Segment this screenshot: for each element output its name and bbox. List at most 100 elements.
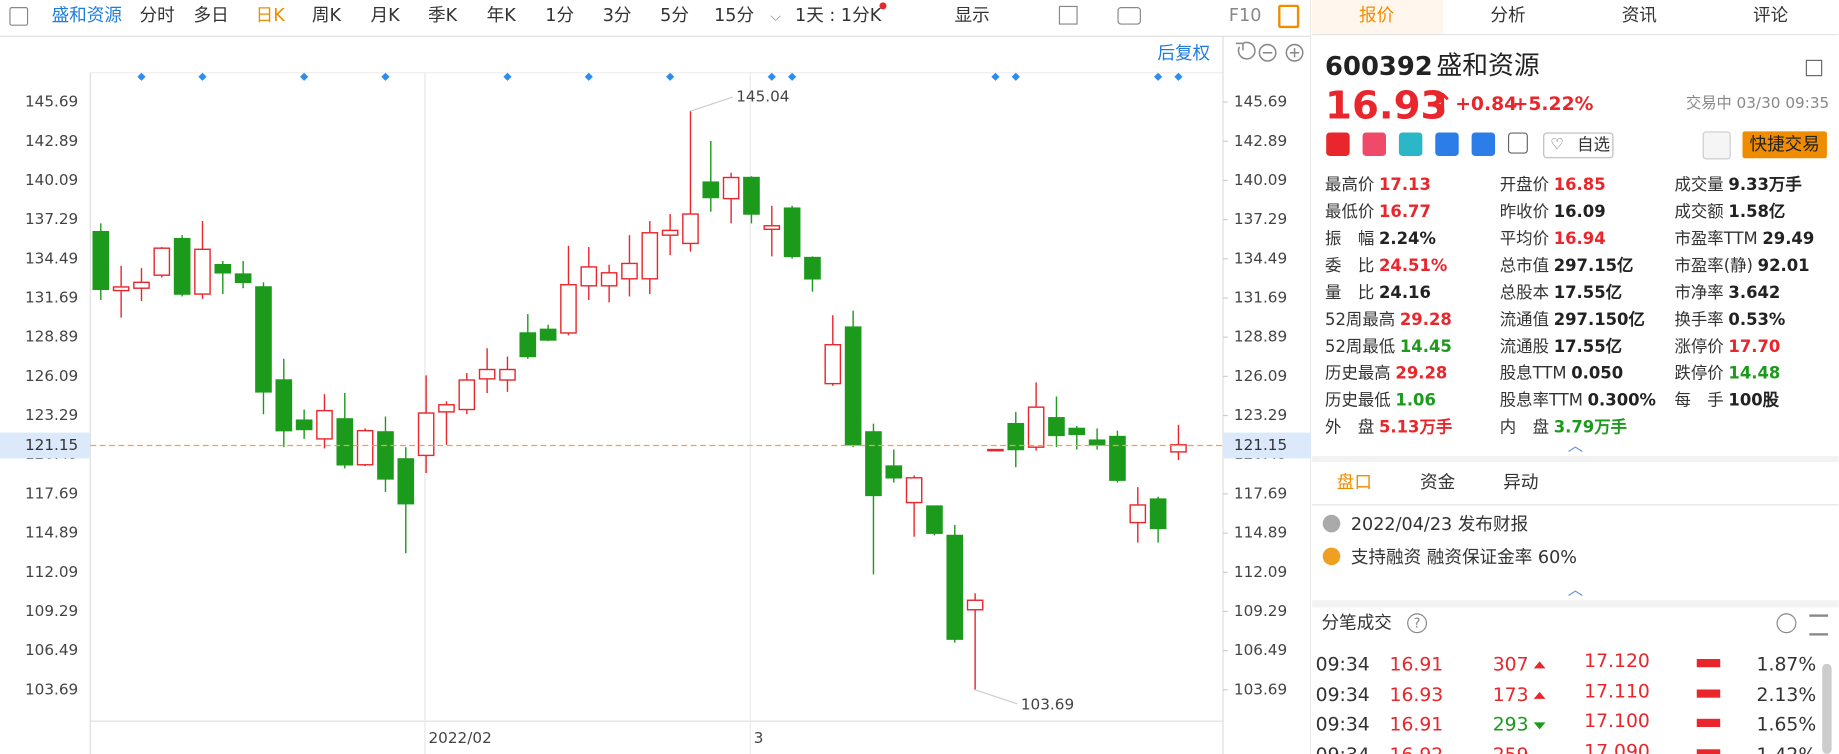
period-tab[interactable]: 1分 (545, 4, 575, 26)
stat: 流通股 17.55亿 (1500, 339, 1622, 355)
stat: 流通值 297.150亿 (1500, 312, 1645, 328)
y-tick-label: 103.69 (25, 680, 78, 698)
period-tab[interactable]: 5分 (660, 4, 689, 26)
period-tab[interactable]: 3分 (602, 4, 632, 26)
candle-body (1149, 498, 1167, 530)
note: 支持融资 融资保证金率 60% (1350, 546, 1578, 568)
period-tab[interactable]: 日K (255, 4, 285, 26)
y2-tick-label: 137.29 (1234, 210, 1287, 228)
change: +0.84 (1455, 92, 1518, 115)
f10-button[interactable]: F10 (1228, 4, 1262, 26)
stat-value: 16.94 (1553, 229, 1606, 249)
stat: 量 比 24.16 (1325, 285, 1431, 301)
depth-bar (1696, 659, 1721, 668)
trade-price: 16.93 (1389, 683, 1444, 706)
detail-tab[interactable]: 异动 (1503, 471, 1539, 493)
x-tick-label: 3 (754, 729, 764, 747)
event-marker (584, 72, 593, 81)
trade-price: 16.91 (1389, 653, 1444, 676)
period-tab[interactable]: 15分 (714, 4, 755, 26)
trade-button[interactable]: 快捷交易 (1742, 131, 1827, 159)
detail-tab[interactable]: 盘口 (1336, 471, 1372, 493)
stat-label: 股息率TTM (1499, 391, 1583, 411)
quote-tab[interactable]: 评论 (1753, 4, 1789, 26)
more-chevron[interactable]: ⌵ (770, 8, 782, 25)
adjust-button[interactable]: 后复权 (1157, 44, 1210, 64)
candle-body (560, 283, 577, 334)
stat-label: 流通值 (1499, 310, 1550, 330)
stat-value: 297.15亿 (1553, 256, 1634, 276)
stat-label: 涨停价 (1674, 337, 1724, 357)
stat-value: 24.51% (1378, 256, 1448, 276)
swap-icon[interactable] (1398, 132, 1423, 156)
stat-value: 0.050 (1571, 364, 1624, 384)
trade-pct: 1.42% (1756, 742, 1817, 754)
display-menu[interactable]: 显示 (954, 4, 990, 26)
dollar-icon[interactable] (1435, 132, 1459, 156)
candle-body (458, 379, 476, 411)
scrollbar[interactable] (1822, 663, 1832, 754)
trades-title: 分笔成交 (1321, 612, 1392, 634)
trade-time: 09:34 (1315, 653, 1370, 676)
trade-label: 快捷交易 (1749, 133, 1820, 155)
period-tab[interactable]: 多日 (193, 4, 229, 26)
box-icon[interactable] (1058, 5, 1078, 25)
quote-tab[interactable]: 分析 (1490, 4, 1526, 26)
separator (1312, 600, 1839, 608)
candle-body (173, 237, 191, 295)
stat-label: 股息TTM (1499, 364, 1567, 384)
trade-level: 17.100 (1584, 709, 1650, 732)
sidebar-icon[interactable] (9, 7, 29, 26)
stat-label: 总市值 (1499, 256, 1550, 276)
candle-body (865, 431, 882, 497)
period-tab[interactable]: 月K (370, 4, 400, 26)
zoom-in-icon[interactable] (1285, 43, 1304, 62)
list-icon[interactable] (1809, 614, 1829, 636)
y2-tick-label: 112.09 (1234, 563, 1287, 581)
stat: 委 比 24.51% (1325, 258, 1447, 274)
zoom-out-icon[interactable] (1258, 43, 1277, 62)
period-tab[interactable]: 分时 (139, 4, 175, 26)
period-setting[interactable]: 1天 : 1分K (795, 4, 882, 26)
stat: 股息率TTM 0.300% (1500, 393, 1656, 409)
y2-tick-label: 117.69 (1234, 484, 1287, 502)
y2-tick-label: 128.89 (1234, 328, 1287, 346)
bell-icon[interactable] (1702, 131, 1731, 160)
change-pct: +5.22% (1512, 92, 1594, 115)
more-icon[interactable] (1776, 613, 1797, 634)
hot-icon[interactable] (1362, 132, 1387, 156)
up-arrow: ↑ (1430, 87, 1455, 121)
tab-border (1312, 34, 1839, 36)
collapse-chevron[interactable]: ︿ (1567, 581, 1584, 600)
stat: 总股本 17.55亿 (1500, 285, 1622, 301)
detail-tab[interactable]: 资金 (1420, 471, 1456, 493)
quote-tab[interactable]: 报价 (1359, 4, 1395, 26)
reset-icon[interactable] (1235, 41, 1256, 60)
stock-name[interactable]: 盛和资源 (51, 4, 122, 26)
y-tick-label: 128.89 (25, 328, 78, 346)
trade-volume: 307 (1492, 653, 1529, 676)
period-tab[interactable]: 季K (427, 4, 458, 26)
candle-body (478, 368, 496, 380)
help-icon[interactable]: ? (1407, 613, 1428, 634)
y2-tick-label: 114.89 (1234, 524, 1287, 542)
candle-body (153, 247, 171, 276)
y-tick-label: 117.69 (25, 484, 78, 502)
stat: 振 幅 2.24% (1325, 231, 1436, 247)
y-tick-label: 131.69 (25, 288, 78, 306)
watch-button[interactable]: 自选 (1543, 132, 1614, 159)
stat-label: 历史最高 (1325, 364, 1391, 384)
camera-icon[interactable] (1117, 7, 1141, 25)
tag-icon[interactable] (1471, 132, 1496, 156)
stat: 最低价 16.77 (1325, 204, 1431, 220)
collapse-chevron[interactable]: ︿ (1567, 437, 1584, 455)
quote-tab[interactable]: 资讯 (1621, 4, 1657, 26)
period-tab[interactable]: 年K (486, 4, 516, 26)
period-tab[interactable]: 周K (311, 4, 342, 26)
stat-label: 市净率 (1674, 283, 1724, 303)
stat-value: 17.55亿 (1553, 283, 1623, 303)
panel-toggle[interactable] (1278, 4, 1300, 29)
y2-tick-label: 140.09 (1234, 171, 1287, 189)
note-icon[interactable] (1507, 132, 1528, 154)
collapse-icon[interactable] (1805, 59, 1823, 77)
